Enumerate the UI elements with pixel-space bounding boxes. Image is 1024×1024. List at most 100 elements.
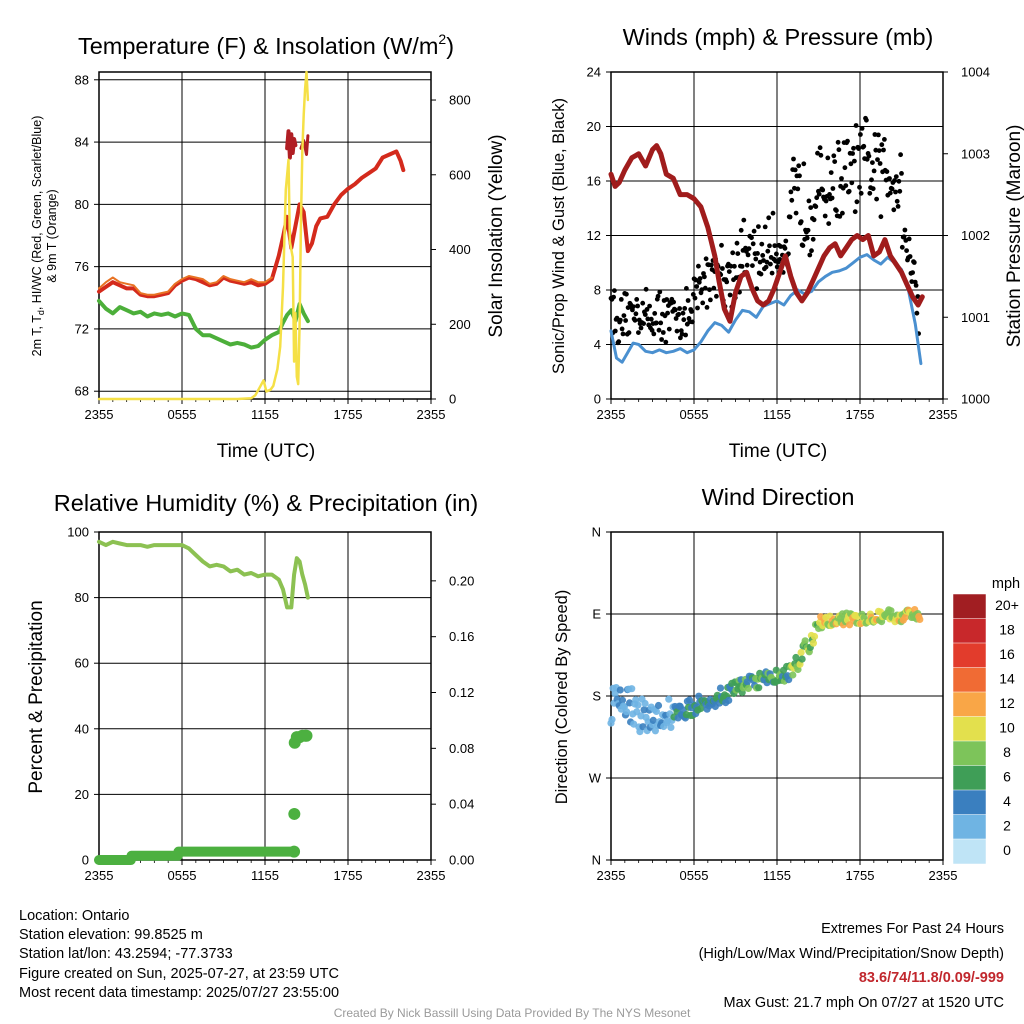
gust-point	[690, 292, 696, 297]
gust-point	[787, 214, 793, 220]
gust-point	[798, 219, 804, 225]
direction-point	[755, 684, 763, 692]
gust-point	[893, 189, 898, 195]
gust-point	[801, 161, 807, 167]
gust-point	[805, 227, 811, 233]
y-tick-label: 76	[75, 259, 89, 274]
legend-swatch	[952, 618, 987, 644]
direction-point	[665, 695, 673, 703]
gust-point	[852, 158, 857, 164]
temperature-y-axis-title: 2m T, Td, HI/WC (Red, Green, Scarlet/Blu…	[30, 116, 46, 357]
gust-point	[870, 186, 876, 192]
x-tick-label: 1755	[846, 407, 875, 422]
gust-point	[907, 254, 913, 259]
gust-point	[693, 277, 699, 283]
gust-point	[759, 241, 765, 247]
gust-point	[811, 217, 817, 223]
gust-point	[642, 312, 648, 317]
gust-point	[654, 320, 659, 326]
legend-label: 12	[999, 695, 1015, 711]
direction-point	[797, 648, 805, 657]
recent-data-text: Most recent data timestamp: 2025/07/27 2…	[19, 984, 340, 1001]
gust-point	[720, 266, 725, 271]
direction-point	[667, 723, 675, 732]
gust-point	[878, 214, 884, 220]
direction-point	[789, 671, 797, 679]
y2-tick-label: 400	[449, 242, 471, 257]
gust-point	[649, 327, 655, 333]
gust-point	[825, 155, 831, 161]
legend-label: 4	[1003, 793, 1011, 809]
gust-point	[651, 331, 657, 337]
legend-swatch	[952, 593, 987, 620]
winds-y2-axis-title: Station Pressure (Maroon)	[1004, 125, 1024, 348]
gust-point	[694, 284, 700, 289]
plot-frame	[610, 531, 944, 861]
gust-point	[823, 198, 829, 204]
gust-point	[756, 224, 761, 230]
gust-point	[914, 310, 920, 316]
humidity-title: Relative Humidity (%) & Precipitation (i…	[54, 490, 478, 516]
gust-point	[876, 132, 881, 138]
gust-point	[829, 195, 835, 201]
gust-point	[754, 286, 760, 292]
gust-point	[887, 176, 892, 181]
direction-point	[697, 704, 705, 713]
gust-point	[745, 252, 751, 258]
gust-point	[644, 307, 650, 312]
direction-point	[685, 696, 694, 704]
series-line-2	[97, 298, 310, 350]
temperature-y-axis-title-line2: & 9m T (Orange)	[45, 189, 59, 282]
extremes-title: Extremes For Past 24 Hours	[821, 921, 1004, 937]
gust-point	[854, 199, 860, 205]
gust-point	[807, 252, 813, 258]
gust-point	[750, 241, 756, 247]
gust-point	[656, 327, 662, 333]
gust-point	[732, 263, 737, 269]
gust-point	[623, 318, 628, 323]
x-tick-label: 1755	[334, 407, 363, 422]
gust-point	[898, 152, 903, 158]
gust-point	[750, 263, 755, 268]
legend-swatch	[952, 765, 987, 791]
gust-point	[911, 260, 917, 265]
gust-point	[635, 303, 640, 309]
gust-point	[899, 171, 904, 176]
gust-point	[633, 311, 639, 317]
gust-point	[643, 286, 649, 292]
precip-point	[288, 845, 301, 858]
gust-point	[851, 145, 856, 151]
gust-point	[682, 306, 688, 311]
legend-swatch	[952, 691, 987, 718]
gust-point	[762, 224, 768, 230]
direction-point	[616, 686, 624, 694]
gust-point	[871, 168, 877, 174]
y2-tick-label: 1001	[961, 310, 990, 325]
extremes-info: Extremes For Past 24 Hours (High/Low/Max…	[699, 917, 1004, 1015]
gust-point	[884, 169, 890, 175]
gust-point	[711, 285, 717, 291]
gust-point	[763, 264, 769, 270]
gust-point	[767, 243, 772, 249]
y2-tick-label: 1000	[961, 392, 990, 407]
direction-point	[887, 607, 895, 615]
gust-point	[634, 297, 640, 302]
y-tick-label: 16	[587, 174, 601, 189]
gust-point	[648, 316, 654, 322]
y-tick-label: 88	[75, 72, 89, 87]
gust-point	[846, 188, 852, 194]
series-line-0	[97, 539, 310, 610]
gust-point	[744, 262, 750, 268]
gust-point	[735, 251, 741, 256]
gust-point	[647, 303, 652, 309]
precip-point	[288, 807, 301, 820]
max-gust-text: Max Gust: 21.7 mph On 07/27 at 1520 UTC	[723, 994, 1004, 1011]
plot-frame	[610, 71, 944, 400]
gust-point	[796, 163, 802, 169]
gust-point	[791, 156, 796, 162]
gust-point	[836, 147, 842, 153]
legend-swatch	[952, 814, 987, 840]
series-line-5	[97, 70, 310, 401]
gust-point	[877, 161, 883, 166]
gust-point	[755, 251, 760, 256]
